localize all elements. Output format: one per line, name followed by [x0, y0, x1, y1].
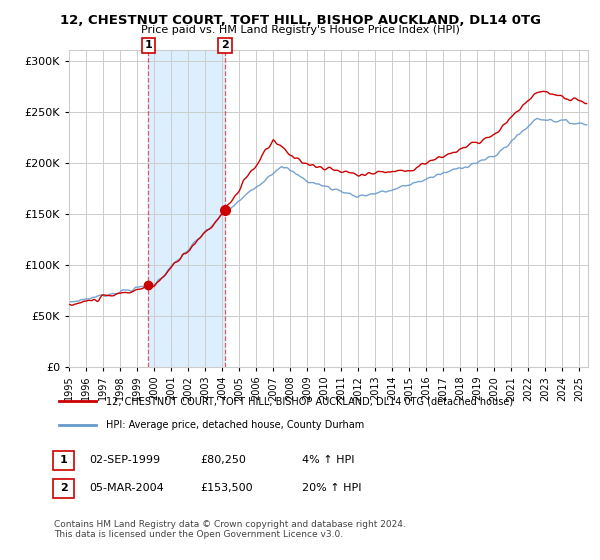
Text: Price paid vs. HM Land Registry's House Price Index (HPI): Price paid vs. HM Land Registry's House … [140, 25, 460, 35]
Text: 1: 1 [60, 455, 68, 465]
Text: 02-SEP-1999: 02-SEP-1999 [89, 455, 160, 465]
Text: £153,500: £153,500 [200, 483, 253, 493]
FancyBboxPatch shape [53, 478, 74, 498]
FancyBboxPatch shape [53, 450, 74, 470]
Text: 05-MAR-2004: 05-MAR-2004 [89, 483, 164, 493]
Text: 4% ↑ HPI: 4% ↑ HPI [302, 455, 354, 465]
Text: 20% ↑ HPI: 20% ↑ HPI [302, 483, 361, 493]
Text: 12, CHESTNUT COURT, TOFT HILL, BISHOP AUCKLAND, DL14 0TG: 12, CHESTNUT COURT, TOFT HILL, BISHOP AU… [59, 14, 541, 27]
Text: £80,250: £80,250 [200, 455, 245, 465]
Text: 1: 1 [145, 40, 152, 50]
Text: 12, CHESTNUT COURT, TOFT HILL, BISHOP AUCKLAND, DL14 0TG (detached house): 12, CHESTNUT COURT, TOFT HILL, BISHOP AU… [106, 396, 513, 407]
Text: Contains HM Land Registry data © Crown copyright and database right 2024.
This d: Contains HM Land Registry data © Crown c… [54, 520, 406, 539]
Bar [148, 50, 225, 367]
Text: HPI: Average price, detached house, County Durham: HPI: Average price, detached house, Coun… [106, 419, 364, 430]
Text: 2: 2 [221, 40, 229, 50]
Text: 2: 2 [60, 483, 68, 493]
